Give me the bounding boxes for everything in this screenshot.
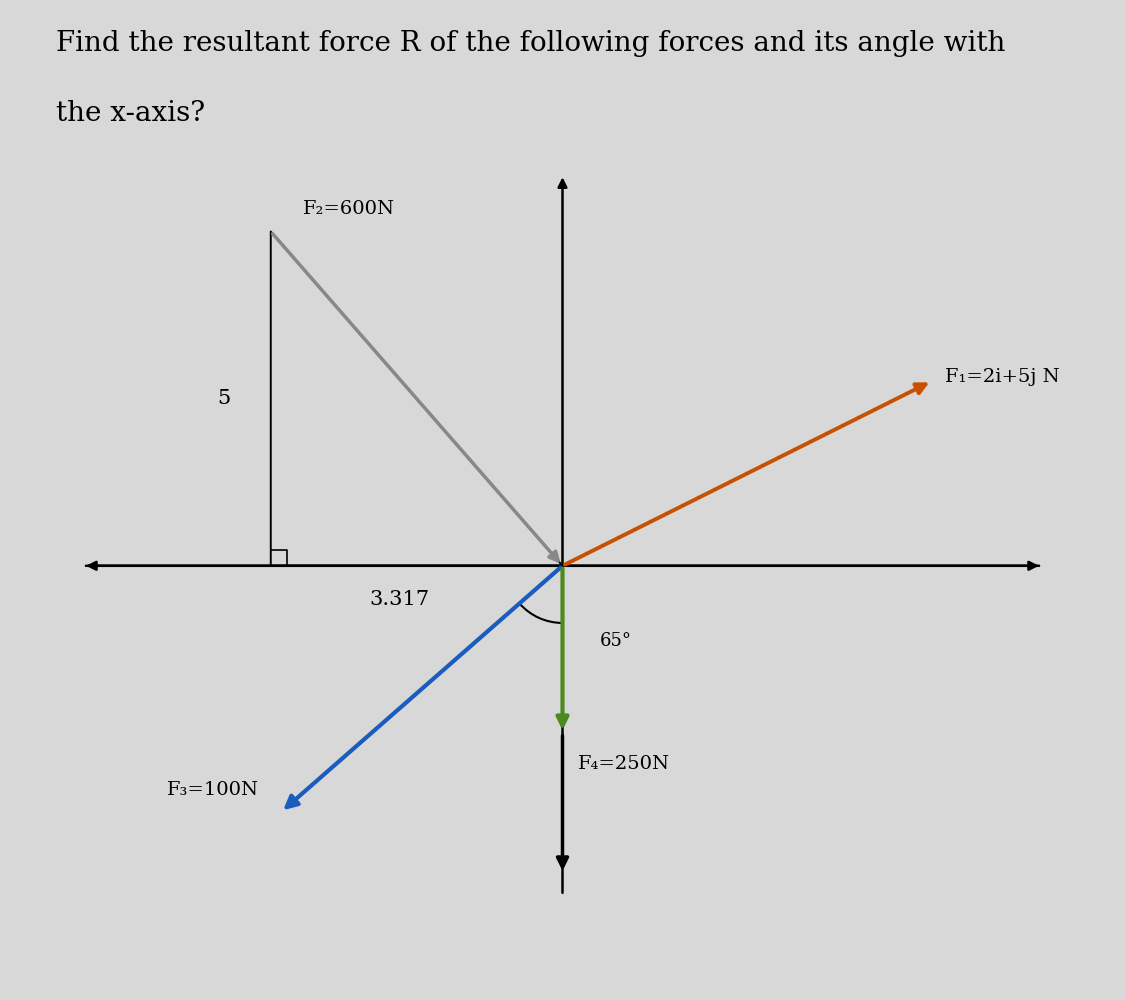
Text: 3.317: 3.317 (370, 590, 430, 609)
Text: 5: 5 (217, 389, 231, 408)
Text: the x-axis?: the x-axis? (56, 100, 206, 127)
Text: 65°: 65° (600, 632, 631, 650)
Text: F₁=2i+5j N: F₁=2i+5j N (945, 368, 1060, 386)
Text: F₂=600N: F₂=600N (303, 200, 395, 218)
Text: F₃=100N: F₃=100N (166, 781, 259, 799)
Text: Find the resultant force R of the following forces and its angle with: Find the resultant force R of the follow… (56, 30, 1006, 57)
Text: F₄=250N: F₄=250N (578, 755, 670, 773)
